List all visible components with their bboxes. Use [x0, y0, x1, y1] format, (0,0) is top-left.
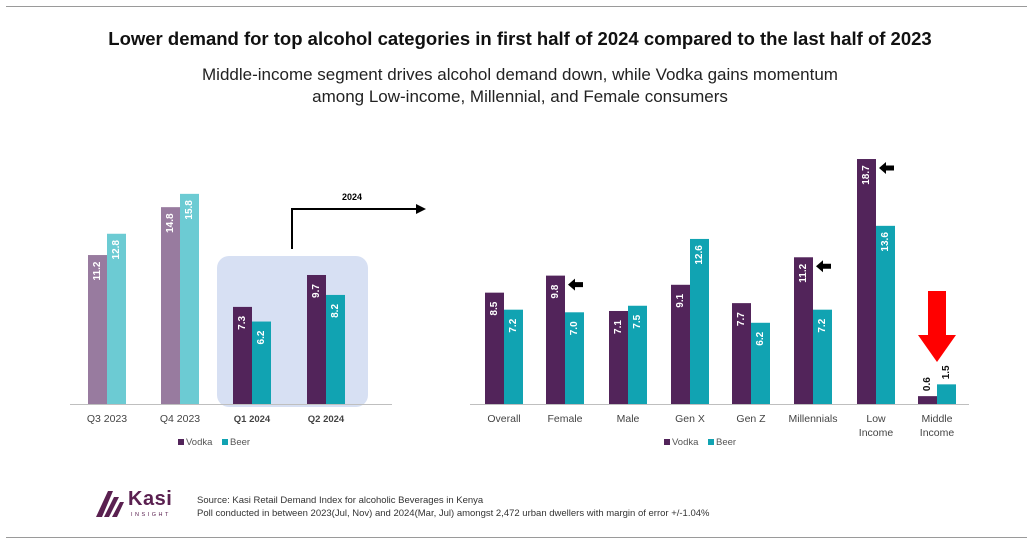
data-label-beer-female: 7.0: [569, 321, 580, 335]
data-label-beer-middle-income: 1.5: [941, 365, 952, 379]
page-title: Lower demand for top alcohol categories …: [108, 28, 932, 49]
data-label-beer-q4-2023: 15.8: [184, 200, 195, 220]
data-label-vodka-gen-x: 9.1: [675, 293, 686, 307]
source-note: Source: Kasi Retail Demand Index for alc…: [197, 494, 710, 520]
bar-beer-female: [565, 312, 584, 404]
bar-vodka-gen-x: [671, 284, 690, 404]
legend-label-beer-right: Beer: [716, 437, 736, 448]
data-label-vodka-gen-z: 7.7: [736, 312, 747, 326]
annotation-2024-label: 2024: [342, 192, 362, 202]
data-label-vodka-q3-2023: 11.2: [92, 261, 103, 280]
source-line-2: Poll conducted in between 2023(Jul, Nov)…: [197, 508, 710, 519]
data-label-beer-q2-2024: 8.2: [330, 304, 341, 318]
x-tick-gen-z: Gen Z: [736, 413, 766, 425]
x-tick-q3-2023: Q3 2023: [87, 413, 127, 425]
data-label-vodka-overall: 8.5: [489, 301, 500, 315]
x-tick-gen-x: Gen X: [675, 413, 705, 425]
bar-vodka-q1-2024: [233, 306, 252, 404]
annotation-2024-connector: [291, 208, 417, 249]
kasi-logo-icon: [96, 491, 124, 517]
bar-vodka-millennials: [794, 257, 813, 404]
logo-subtext: INSIGHT: [131, 512, 171, 518]
bar-vodka-gen-z: [732, 303, 751, 404]
data-label-beer-gen-x: 12.6: [694, 245, 705, 265]
bar-beer-q4-2023: [180, 193, 199, 404]
x-tick-millennials: Millennials: [788, 413, 837, 425]
x-tick-q2-2024: Q2 2024: [308, 414, 345, 425]
bar-vodka-female: [546, 275, 565, 404]
bar-beer-gen-z: [751, 322, 770, 404]
subtitle-line-1: Middle-income segment drives alcohol dem…: [202, 65, 838, 84]
source-line-1: Source: Kasi Retail Demand Index for alc…: [197, 495, 484, 506]
bar-beer-male: [628, 305, 647, 404]
bottom-divider: [6, 537, 1027, 538]
legend-swatch-vodka-left: [178, 439, 184, 445]
x-tick-overall: Overall: [487, 413, 520, 425]
kasi-logo: Kasi INSIGHT: [94, 488, 184, 524]
x-tick-q1-2024: Q1 2024: [234, 414, 271, 425]
bar-vodka-q2-2024: [307, 274, 326, 404]
bar-vodka-middle-income: [918, 396, 937, 404]
data-label-beer-q1-2024: 6.2: [256, 330, 267, 344]
bar-vodka-q3-2023: [88, 255, 107, 404]
data-label-beer-q3-2023: 12.8: [111, 240, 122, 260]
data-label-vodka-male: 7.1: [613, 320, 624, 334]
bar-vodka-low-income: [857, 159, 876, 404]
legend-swatch-beer-left: [222, 439, 228, 445]
up-marker-low-income: [879, 162, 894, 175]
legend-label-beer-left: Beer: [230, 437, 250, 448]
data-label-vodka-q4-2023: 14.8: [165, 213, 176, 233]
data-label-vodka-millennials: 11.2: [798, 263, 809, 282]
data-label-vodka-q1-2024: 7.3: [237, 316, 248, 330]
top-divider: [6, 6, 1027, 7]
bar-vodka-male: [609, 310, 628, 404]
x-tick-male: Male: [617, 413, 640, 425]
down-marker-middle-income: [918, 291, 956, 362]
data-label-beer-male: 7.5: [632, 314, 643, 328]
annotation-2024-arrowhead: [416, 204, 426, 214]
data-label-beer-low-income: 13.6: [880, 232, 891, 252]
charts-area: 2024 11.2 12.8 Q3 2023 14.8 15.8 Q4 2023 7.3 6.2…: [70, 159, 969, 448]
bar-beer-gen-x: [690, 238, 709, 404]
bar-vodka-overall: [485, 292, 504, 404]
logo-wordmark: Kasi: [128, 488, 173, 510]
data-label-beer-gen-z: 6.2: [755, 331, 766, 345]
x-tick-middle-income: Middle Income: [920, 413, 955, 439]
x-tick-q4-2023: Q4 2023: [160, 413, 200, 425]
bar-beer-middle-income: [937, 384, 956, 404]
bar-vodka-q4-2023: [161, 207, 180, 404]
up-marker-millennials: [816, 260, 831, 273]
bar-beer-q2-2024: [326, 294, 345, 404]
page-subtitle: Middle-income segment drives alcohol dem…: [0, 64, 1033, 108]
legend-label-vodka-right: Vodka: [672, 437, 699, 448]
data-label-vodka-middle-income: 0.6: [922, 377, 933, 391]
data-label-vodka-female: 9.8: [550, 284, 561, 298]
up-marker-female: [568, 278, 583, 291]
bar-beer-q1-2024: [252, 321, 271, 404]
bar-beer-overall: [504, 309, 523, 404]
legend-swatch-beer-right: [708, 439, 714, 445]
bar-beer-low-income: [876, 225, 895, 404]
bar-beer-q3-2023: [107, 233, 126, 404]
legend-label-vodka-left: Vodka: [186, 437, 213, 448]
data-label-vodka-low-income: 18.7: [861, 165, 872, 185]
data-label-beer-overall: 7.2: [508, 318, 519, 332]
legend-swatch-vodka-right: [664, 439, 670, 445]
x-tick-female: Female: [547, 413, 582, 425]
x-tick-low-income: Low Income: [859, 413, 894, 439]
data-label-beer-millennials: 7.2: [817, 318, 828, 332]
subtitle-line-2: among Low-income, Millennial, and Female…: [312, 87, 728, 106]
bar-beer-millennials: [813, 309, 832, 404]
data-label-vodka-q2-2024: 9.7: [311, 284, 322, 298]
